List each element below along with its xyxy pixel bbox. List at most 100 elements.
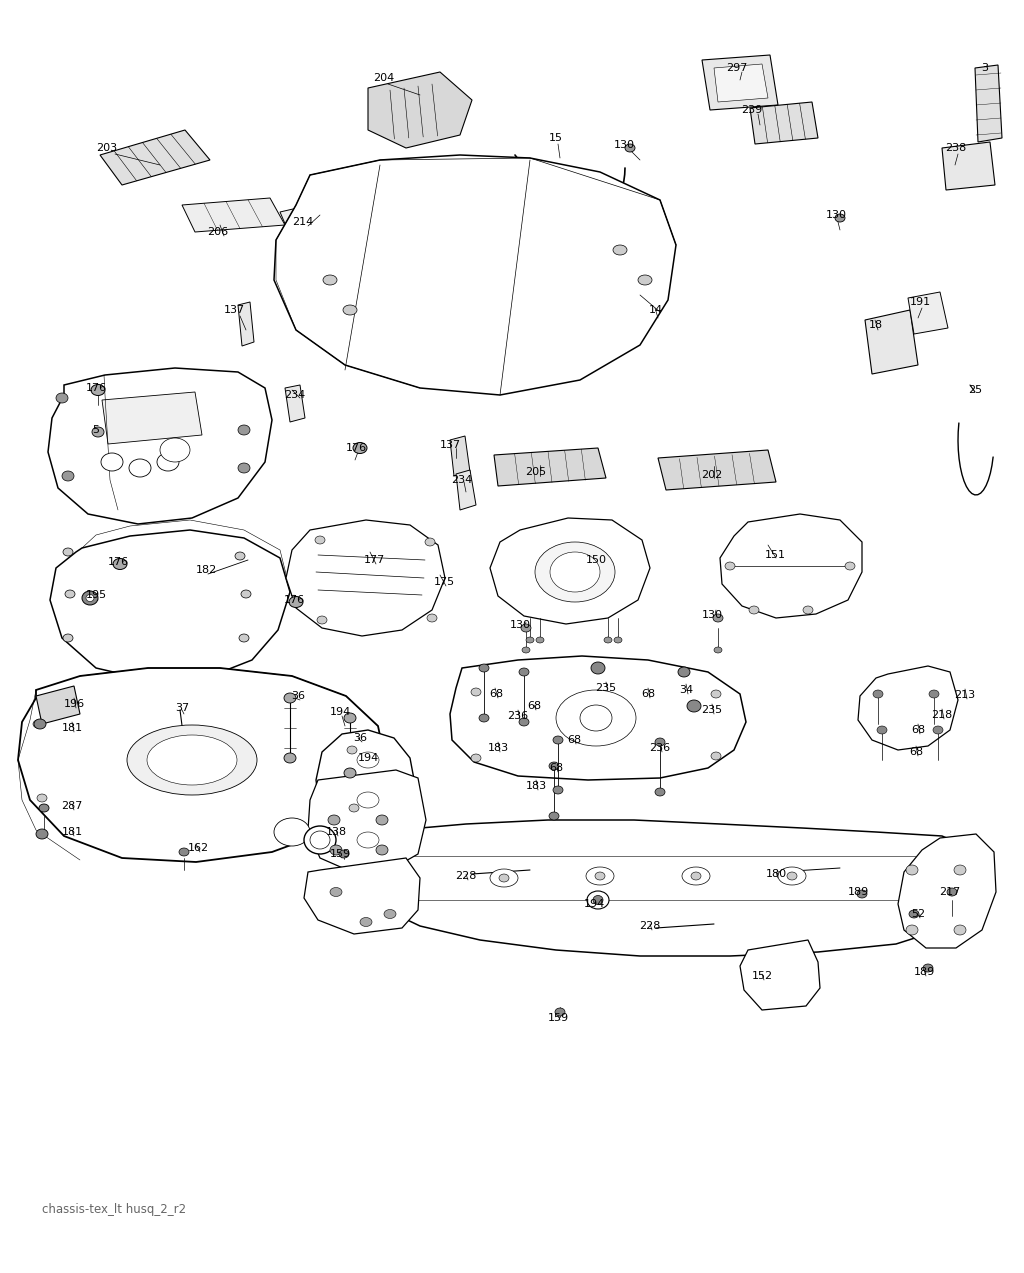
Text: 176: 176	[85, 383, 106, 393]
Ellipse shape	[499, 875, 509, 882]
Ellipse shape	[179, 848, 189, 855]
Ellipse shape	[323, 275, 337, 285]
Text: 159: 159	[548, 1013, 568, 1023]
Polygon shape	[490, 518, 650, 624]
Text: 206: 206	[208, 227, 228, 237]
Text: 3: 3	[981, 62, 988, 73]
Ellipse shape	[655, 738, 665, 746]
Ellipse shape	[933, 726, 943, 735]
Polygon shape	[714, 64, 768, 102]
Ellipse shape	[725, 561, 735, 570]
Polygon shape	[102, 392, 202, 444]
Ellipse shape	[749, 606, 759, 614]
Polygon shape	[285, 384, 305, 423]
Text: 68: 68	[488, 689, 503, 699]
Text: 34: 34	[679, 685, 693, 695]
Text: 36: 36	[291, 691, 305, 701]
Ellipse shape	[550, 552, 600, 592]
Polygon shape	[345, 820, 976, 956]
Ellipse shape	[519, 668, 529, 676]
Text: 189: 189	[848, 887, 868, 897]
Ellipse shape	[613, 244, 627, 255]
Ellipse shape	[289, 597, 303, 607]
Ellipse shape	[157, 453, 179, 471]
Text: 196: 196	[63, 699, 85, 709]
Ellipse shape	[317, 616, 327, 624]
Text: 181: 181	[61, 723, 83, 733]
Text: 213: 213	[954, 690, 976, 700]
Text: 152: 152	[752, 971, 772, 981]
Ellipse shape	[238, 425, 250, 435]
Ellipse shape	[595, 872, 605, 880]
Polygon shape	[858, 666, 958, 750]
Text: 203: 203	[96, 143, 118, 153]
Ellipse shape	[471, 687, 481, 696]
Ellipse shape	[877, 726, 887, 735]
Text: 189: 189	[913, 967, 935, 976]
Text: 176: 176	[108, 558, 129, 566]
Polygon shape	[975, 65, 1002, 143]
Ellipse shape	[549, 812, 559, 820]
Text: 15: 15	[549, 132, 563, 143]
Polygon shape	[50, 530, 290, 680]
Ellipse shape	[778, 867, 806, 885]
Ellipse shape	[490, 869, 518, 887]
Text: 176: 176	[284, 594, 304, 605]
Ellipse shape	[947, 889, 957, 896]
Text: 205: 205	[525, 467, 547, 477]
Ellipse shape	[711, 752, 721, 760]
Ellipse shape	[553, 736, 563, 743]
Polygon shape	[48, 368, 272, 524]
Ellipse shape	[344, 768, 356, 778]
Ellipse shape	[906, 864, 918, 875]
Text: 52: 52	[911, 909, 925, 919]
Ellipse shape	[357, 752, 379, 768]
Polygon shape	[750, 102, 818, 144]
Ellipse shape	[86, 594, 94, 602]
Ellipse shape	[614, 636, 622, 643]
Text: 183: 183	[487, 743, 509, 754]
Ellipse shape	[845, 561, 855, 570]
Polygon shape	[286, 519, 445, 636]
Ellipse shape	[56, 393, 68, 404]
Ellipse shape	[929, 690, 939, 698]
Text: 239: 239	[741, 104, 763, 115]
Text: 5: 5	[92, 425, 99, 435]
Ellipse shape	[37, 794, 47, 802]
Ellipse shape	[479, 714, 489, 722]
Ellipse shape	[714, 647, 722, 653]
Ellipse shape	[353, 443, 367, 453]
Polygon shape	[274, 155, 676, 395]
Ellipse shape	[343, 306, 357, 314]
Ellipse shape	[82, 591, 98, 605]
Polygon shape	[898, 834, 996, 948]
Text: 150: 150	[586, 555, 606, 565]
Polygon shape	[450, 435, 470, 476]
Text: 234: 234	[452, 475, 473, 485]
Ellipse shape	[549, 763, 559, 770]
Ellipse shape	[328, 815, 340, 825]
Ellipse shape	[315, 536, 325, 544]
Ellipse shape	[471, 754, 481, 763]
Ellipse shape	[787, 872, 797, 880]
Ellipse shape	[330, 887, 342, 896]
Ellipse shape	[357, 792, 379, 808]
Text: 194: 194	[330, 707, 350, 717]
Text: 235: 235	[595, 684, 616, 693]
Text: 194: 194	[357, 754, 379, 763]
Ellipse shape	[339, 850, 349, 858]
Ellipse shape	[682, 867, 710, 885]
Ellipse shape	[62, 471, 74, 481]
Text: 217: 217	[939, 887, 961, 897]
Polygon shape	[865, 311, 918, 374]
Text: 218: 218	[932, 710, 952, 721]
Polygon shape	[36, 686, 80, 724]
Text: 236: 236	[649, 743, 671, 754]
Text: 138: 138	[326, 827, 346, 838]
Text: 137: 137	[439, 440, 461, 449]
Text: 68: 68	[641, 689, 655, 699]
Ellipse shape	[591, 662, 605, 673]
Ellipse shape	[691, 872, 701, 880]
Ellipse shape	[234, 552, 245, 560]
Text: 297: 297	[726, 62, 748, 73]
